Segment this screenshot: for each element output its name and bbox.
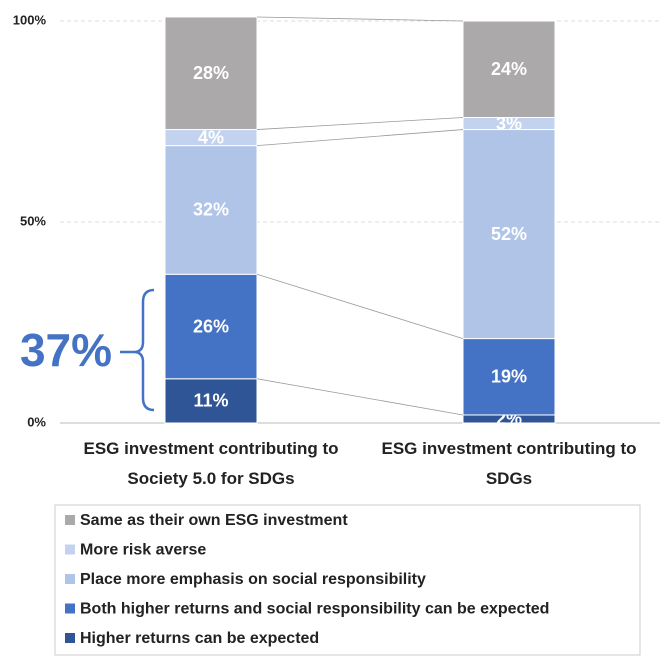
x-tick-label: ESG investment contributing to Society 5… (83, 439, 339, 488)
connector (256, 117, 464, 130)
legend-swatch (65, 633, 75, 643)
bar-segment (164, 16, 258, 131)
legend-box (54, 504, 641, 656)
annotation: 37% (20, 324, 112, 376)
bar-segment (164, 145, 258, 275)
legend-swatch (65, 544, 75, 555)
data-label: 52% (491, 224, 527, 244)
data-label: 4% (198, 127, 224, 147)
legend-label: Same as their own ESG investment (80, 512, 348, 529)
connector (256, 378, 464, 416)
data-label: 28% (193, 63, 229, 83)
data-label: 26% (193, 316, 229, 336)
legend-label: Place more emphasis on social responsibi… (80, 571, 426, 588)
bar-segment (462, 20, 556, 118)
connector (256, 129, 464, 147)
x-tick-label: ESG investment contributing to SDGs (381, 439, 637, 488)
data-label: 32% (193, 200, 229, 220)
y-tick-label: 0% (27, 414, 46, 429)
legend-label: Both higher returns and social responsib… (80, 601, 549, 618)
bar-segment (462, 338, 556, 416)
data-label: 24% (491, 59, 527, 79)
legend-label: More risk averse (80, 542, 206, 559)
legend-swatch (65, 603, 75, 614)
legend-swatch (65, 574, 75, 584)
bar-segment (462, 129, 556, 340)
data-label: 19% (491, 367, 527, 387)
data-label: 3% (496, 113, 522, 133)
connector (256, 16, 464, 22)
bar-segment (164, 273, 258, 380)
y-tick-label: 50% (20, 213, 46, 228)
legend-label: Higher returns can be expected (80, 630, 319, 647)
bar-segment (164, 378, 258, 424)
brace (133, 288, 155, 412)
legend-swatch (65, 515, 75, 525)
data-label: 11% (193, 391, 228, 411)
y-tick-label: 100% (13, 12, 47, 27)
connector (256, 273, 464, 339)
